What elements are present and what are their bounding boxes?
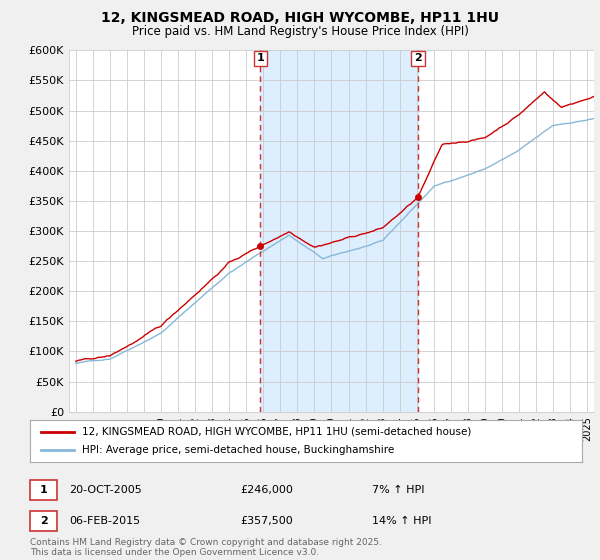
Text: HPI: Average price, semi-detached house, Buckinghamshire: HPI: Average price, semi-detached house,… [82,445,395,455]
Text: £357,500: £357,500 [240,516,293,526]
Bar [260,50,418,412]
Text: Price paid vs. HM Land Registry's House Price Index (HPI): Price paid vs. HM Land Registry's House … [131,25,469,38]
Text: 1: 1 [40,485,47,495]
Text: £246,000: £246,000 [240,485,293,495]
Text: 12, KINGSMEAD ROAD, HIGH WYCOMBE, HP11 1HU: 12, KINGSMEAD ROAD, HIGH WYCOMBE, HP11 1… [101,11,499,25]
Text: 06-FEB-2015: 06-FEB-2015 [69,516,140,526]
Text: 1: 1 [257,53,264,63]
Text: 20-OCT-2005: 20-OCT-2005 [69,485,142,495]
Text: 14% ↑ HPI: 14% ↑ HPI [372,516,431,526]
Text: 7% ↑ HPI: 7% ↑ HPI [372,485,425,495]
Text: 12, KINGSMEAD ROAD, HIGH WYCOMBE, HP11 1HU (semi-detached house): 12, KINGSMEAD ROAD, HIGH WYCOMBE, HP11 1… [82,427,472,437]
Text: 2: 2 [414,53,422,63]
Text: 2: 2 [40,516,47,526]
Text: Contains HM Land Registry data © Crown copyright and database right 2025.
This d: Contains HM Land Registry data © Crown c… [30,538,382,557]
